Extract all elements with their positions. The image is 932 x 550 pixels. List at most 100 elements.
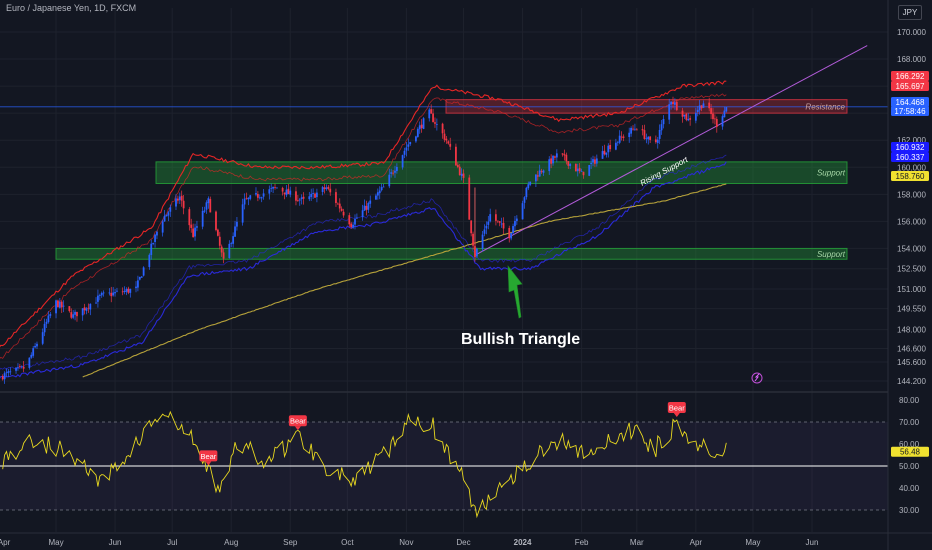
candle <box>135 281 137 293</box>
price-tick-label: 168.000 <box>897 55 926 64</box>
candle <box>142 266 145 277</box>
candle <box>561 153 564 157</box>
candle-body <box>98 295 101 296</box>
bullish-arrow <box>507 265 523 319</box>
candle-body <box>350 223 353 228</box>
candle-body <box>668 104 671 120</box>
candle-body <box>632 128 634 130</box>
price-tag: 160.932 <box>891 142 929 152</box>
candle-body <box>175 198 177 207</box>
candle <box>592 155 594 167</box>
rsi-value-tag-bg <box>891 446 929 457</box>
candle-body <box>222 252 225 259</box>
candle-body <box>540 171 543 172</box>
candle <box>702 100 705 108</box>
candle-body <box>455 146 457 166</box>
candle <box>590 157 593 170</box>
candle-body <box>135 286 137 289</box>
candle <box>607 143 610 158</box>
candle <box>216 228 219 237</box>
candle <box>689 115 692 126</box>
candle-body <box>569 163 572 167</box>
candle <box>435 118 438 131</box>
candle <box>456 162 459 169</box>
candle <box>300 194 303 205</box>
candle <box>376 188 379 200</box>
price-tag-text: 160.337 <box>896 153 925 162</box>
candle <box>715 116 718 133</box>
candle-body <box>58 301 61 308</box>
candle-body <box>616 141 619 143</box>
candle-body <box>548 159 551 172</box>
candle-body <box>708 102 711 109</box>
candle <box>352 222 354 229</box>
candle-body <box>140 276 143 278</box>
candle-body <box>276 187 278 189</box>
candle-body <box>456 164 459 167</box>
candle <box>30 352 33 359</box>
candle-body <box>316 192 318 198</box>
candle-body <box>245 197 248 199</box>
candle <box>563 149 566 161</box>
candle <box>409 141 412 146</box>
candle-body <box>645 138 648 140</box>
candle <box>407 138 410 151</box>
candle-body <box>475 248 478 257</box>
candle <box>472 231 474 250</box>
candle-body <box>430 109 433 114</box>
candle <box>1 374 4 381</box>
candle <box>603 144 606 156</box>
candle-body <box>335 192 337 203</box>
bear-label-text: Bear <box>200 452 216 461</box>
candle <box>127 286 130 295</box>
candle-body <box>216 229 219 236</box>
candle-body <box>538 170 541 177</box>
candle <box>685 113 688 122</box>
candle <box>89 303 92 316</box>
candle <box>247 197 250 206</box>
candle <box>302 192 305 205</box>
candle-body <box>595 158 598 164</box>
spark-icon <box>751 372 763 384</box>
price-tick-label: 149.550 <box>897 305 926 314</box>
price-axis-bg <box>888 0 932 550</box>
support-upper-label: Support <box>817 169 846 178</box>
candle <box>314 192 316 198</box>
candle <box>45 318 48 329</box>
candle-body <box>418 125 421 130</box>
candle <box>495 209 497 226</box>
candle <box>22 361 25 373</box>
candle-body <box>672 102 674 104</box>
candle <box>276 187 278 189</box>
candle-body <box>388 174 391 187</box>
candle <box>268 185 271 200</box>
candle <box>241 198 244 226</box>
candle-body <box>9 371 12 373</box>
candle <box>500 217 503 228</box>
candle <box>230 241 233 248</box>
candle-body <box>95 302 97 304</box>
candle-body <box>70 312 73 318</box>
candle-body <box>683 114 686 117</box>
candle <box>47 311 50 324</box>
candle <box>62 300 65 313</box>
candle-body <box>630 127 633 134</box>
candle-body <box>17 367 19 368</box>
candle-body <box>422 118 425 129</box>
currency-button[interactable]: JPY <box>898 5 922 20</box>
candle-body <box>542 170 545 173</box>
candle <box>203 206 206 214</box>
price-tag: 166.292 <box>891 71 929 81</box>
candle-body <box>715 119 718 127</box>
candle-body <box>363 205 366 211</box>
time-tick-label: May <box>745 538 760 547</box>
candle <box>449 137 452 151</box>
candle <box>190 218 193 233</box>
resistance-label: Resistance <box>805 102 845 111</box>
candle <box>163 210 166 222</box>
candle-body <box>41 332 44 344</box>
candle-body <box>495 214 497 221</box>
sma-line <box>82 183 727 378</box>
candle-body <box>262 193 265 197</box>
